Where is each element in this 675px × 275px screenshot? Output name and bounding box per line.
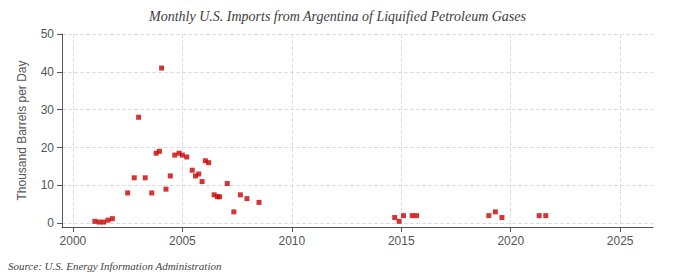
svg-text:40: 40 <box>41 65 55 79</box>
svg-text:2005: 2005 <box>169 234 196 248</box>
svg-text:0: 0 <box>47 216 54 230</box>
svg-text:2010: 2010 <box>278 234 305 248</box>
svg-text:30: 30 <box>41 103 55 117</box>
svg-text:2015: 2015 <box>388 234 415 248</box>
svg-text:2000: 2000 <box>60 234 87 248</box>
svg-text:Monthly U.S. Imports from Arge: Monthly U.S. Imports from Argentina of L… <box>148 9 526 24</box>
svg-text:Thousand Barrels per Day: Thousand Barrels per Day <box>15 60 29 200</box>
svg-text:Source: U.S. Energy Informatio: Source: U.S. Energy Information Administ… <box>8 260 222 272</box>
svg-text:50: 50 <box>41 27 55 41</box>
svg-text:2020: 2020 <box>497 234 524 248</box>
svg-text:20: 20 <box>41 141 55 155</box>
svg-text:2025: 2025 <box>607 234 634 248</box>
svg-text:10: 10 <box>41 178 55 192</box>
